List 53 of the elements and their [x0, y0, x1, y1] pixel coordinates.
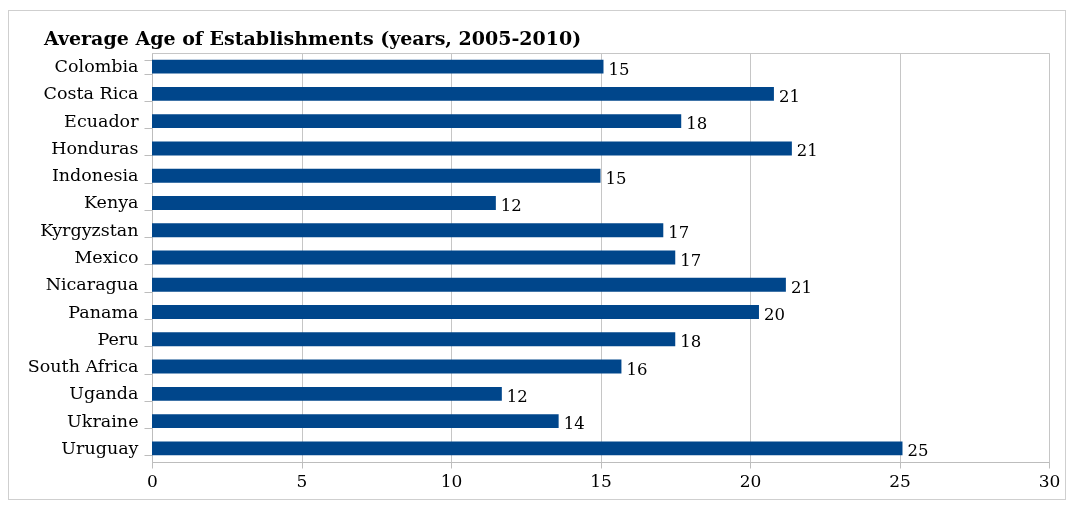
data-label: 25: [907, 441, 929, 461]
x-tick-label: 15: [590, 470, 612, 491]
data-label: 12: [506, 386, 528, 406]
y-tick-label: Uruguay: [61, 437, 139, 458]
y-tick-label: Panama: [68, 301, 139, 322]
data-label: 18: [680, 332, 702, 352]
x-tick-label: 0: [147, 470, 158, 491]
x-tick-label: 5: [296, 470, 308, 491]
y-tick-label: South Africa: [27, 356, 139, 377]
data-label: 20: [763, 305, 785, 325]
x-tick-label: 10: [440, 470, 463, 491]
bar: [152, 223, 664, 238]
y-tick-label: Peru: [97, 328, 139, 349]
bar: [152, 86, 774, 101]
bar: [152, 141, 792, 156]
data-label: 21: [778, 86, 800, 106]
data-label: 17: [668, 223, 690, 243]
bar: [152, 332, 676, 347]
y-tick-label: Colombia: [54, 56, 139, 77]
data-label: 21: [796, 141, 818, 161]
bar: [152, 305, 759, 319]
y-tick-label: Kenya: [83, 192, 139, 213]
bar: [152, 114, 682, 129]
y-tick-label: Uganda: [69, 383, 139, 404]
data-label: 16: [626, 359, 648, 379]
y-tick-label: Mexico: [74, 247, 139, 267]
y-tick-label: Indonesia: [51, 165, 139, 186]
data-label: 17: [680, 250, 702, 270]
bar: [152, 386, 502, 401]
bar: [152, 250, 676, 265]
bar: [152, 414, 559, 429]
y-tick-label: Honduras: [51, 137, 139, 158]
data-label: 15: [605, 168, 627, 188]
bar: [152, 196, 496, 210]
chart-title: Average Age of Establishments (years, 2005-2010): [43, 27, 582, 49]
y-tick-label: Ukraine: [67, 410, 139, 431]
x-tick-label: 20: [739, 470, 762, 491]
y-tick-label: Kyrgyzstan: [40, 219, 139, 240]
bar: [152, 277, 786, 292]
data-label: 18: [686, 114, 708, 134]
data-label: 14: [563, 414, 585, 434]
y-tick-label: Ecuador: [64, 110, 140, 131]
data-label: 12: [500, 195, 522, 215]
y-tick-label: Costa Rica: [43, 83, 139, 104]
data-label: 21: [790, 277, 812, 297]
data-label: 15: [608, 59, 630, 79]
y-tick-label: Nicaragua: [45, 274, 139, 295]
bar: [152, 59, 604, 74]
bar: [152, 359, 622, 374]
bar: [152, 168, 601, 183]
bar: [152, 441, 903, 456]
x-tick-label: 30: [1038, 470, 1061, 491]
x-tick-label: 25: [889, 470, 911, 491]
